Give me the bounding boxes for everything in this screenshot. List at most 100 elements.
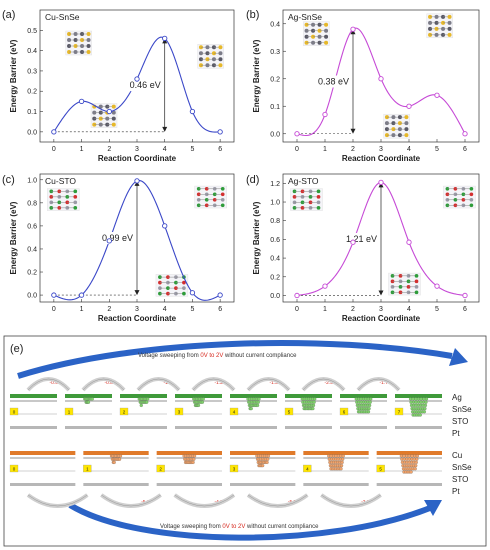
crystal-atom: [308, 206, 313, 210]
data-point: [189, 290, 196, 296]
stage-number: 1: [68, 410, 71, 415]
crystal-bg: [290, 188, 323, 211]
y-tick-label: 0.4: [27, 48, 37, 55]
crystal-atom: [390, 284, 395, 289]
x-tick-label: 5: [435, 146, 439, 153]
crystal-atom: [316, 189, 321, 194]
crystal-atom: [461, 197, 466, 202]
filament-atom: [415, 454, 419, 458]
crystal-structure-image: [383, 113, 410, 139]
y-tick-label: 0.8: [27, 200, 37, 207]
crystal-bg: [47, 188, 80, 211]
pt-bottom-layer: [230, 483, 296, 486]
y-tick-label: 0.1: [27, 109, 37, 116]
filament-atom: [257, 397, 261, 401]
x-tick-label: 2: [351, 146, 355, 153]
device-cell: 3: [174, 394, 222, 429]
crystal-atom: [406, 290, 411, 295]
filament-atom: [407, 454, 411, 458]
crystal-atom: [406, 284, 411, 289]
top-electrode-layer: [156, 451, 222, 455]
step-arrow-outline: [192, 378, 235, 391]
y-tick-label: 0.3: [27, 68, 37, 75]
filament-atom: [405, 454, 409, 458]
filament-atom: [196, 403, 201, 407]
panel-label: (d): [246, 174, 259, 186]
crystal-bg: [443, 185, 476, 209]
y-tick-label: 0.2: [270, 274, 280, 281]
device-cell: 1: [64, 394, 112, 429]
stage-number-box: [9, 407, 19, 416]
x-tick-label: 1: [80, 306, 84, 313]
pt-bottom-layer: [120, 426, 167, 429]
crystal-atom: [86, 38, 91, 42]
x-tick-label: 5: [190, 306, 194, 313]
voltage-label: -1.7V: [380, 380, 392, 386]
crystal-atom: [414, 273, 419, 278]
filament-atom: [146, 397, 150, 401]
stage-number: 0: [13, 410, 16, 415]
crystal-atom: [308, 189, 313, 194]
filament-atom: [139, 403, 143, 407]
stage-number-box: [284, 407, 294, 416]
y-tick-label: 0.8: [270, 218, 280, 225]
stage-number-box: [303, 464, 312, 473]
y-tick-label: 0.0: [27, 129, 37, 136]
cu-pt-layer-label: Pt: [452, 487, 460, 496]
step-arrow-outline: [27, 494, 88, 507]
panel-d-chart: (d) Ag-STO 0 1 2 3 4 5 6 0.0 0.2 0.4 0.6 0.8 1.0 1.2 Rea…: [246, 173, 480, 323]
data-point: [217, 129, 223, 135]
pt-bottom-layer: [10, 426, 57, 429]
stage-number-box: [339, 407, 349, 416]
pt-bottom-layer: [303, 483, 369, 486]
crystal-atom: [316, 195, 321, 199]
pt-bottom-layer: [376, 483, 442, 486]
x-tick-label: 2: [107, 146, 111, 153]
top-electrode-layer: [303, 451, 369, 455]
filament-atom: [145, 400, 149, 404]
pt-bottom-layer: [65, 426, 112, 429]
data-point: [322, 111, 328, 118]
x-tick-label: 1: [323, 146, 327, 153]
crystal-atom: [453, 203, 458, 208]
top-sweep-text: Voltage sweeping from 0V to 2V without c…: [138, 353, 297, 359]
panel-c-chart: (c) Cu-STO 0 1 2 3 4 5 6 0.0 0.2 0.4 0.6 0.8 1.0 Reacti…: [2, 173, 235, 323]
stage-number: 2: [123, 410, 126, 415]
crystal-atom: [390, 273, 395, 278]
panel-b-chart: (b) Ag-SnSe 0 1 2 3 4 5 6 0.0 0.1 0.2 0.3 0.4 Reaction…: [246, 9, 480, 163]
stage-number: 6: [343, 410, 346, 415]
crystal-atom: [86, 32, 91, 36]
filament-atom: [311, 407, 315, 411]
y-tick-label: 1.0: [270, 200, 280, 207]
filament-atom: [413, 467, 417, 471]
y-tick-label: 0.4: [27, 246, 37, 253]
bottom-sweep-arrow: [68, 502, 432, 541]
stage-number: 3: [233, 467, 236, 472]
crystal-atom: [447, 20, 452, 25]
crystal-bg: [388, 272, 421, 296]
y-tick-label: 0.0: [270, 131, 280, 138]
step-arrow-outline: [247, 494, 308, 507]
top-electrode-layer: [230, 451, 296, 455]
cu-sto-layer-label: STO: [452, 475, 468, 484]
bottom-sweep-text: Voltage sweeping from 0V to 2V without c…: [160, 524, 319, 530]
crystal-atom: [469, 197, 474, 202]
data-point: [294, 131, 300, 137]
snse-layer: [10, 457, 76, 459]
crystal-atom: [445, 203, 450, 208]
pt-bottom-layer: [395, 426, 442, 429]
stage-number: 4: [233, 410, 236, 415]
crystal-atom: [447, 14, 452, 19]
x-tick-label: 0: [52, 146, 56, 153]
crystal-atom: [111, 122, 116, 127]
crystal-atom: [447, 26, 452, 31]
filament-atom: [409, 470, 413, 474]
crystal-atom: [111, 104, 116, 109]
top-electrode-layer: [120, 394, 167, 398]
system-name: Ag-STO: [288, 176, 319, 186]
filament-atom: [261, 464, 265, 468]
device-cell: 1: [83, 451, 149, 486]
pt-bottom-layer: [10, 483, 76, 486]
filament-atom: [408, 397, 413, 401]
